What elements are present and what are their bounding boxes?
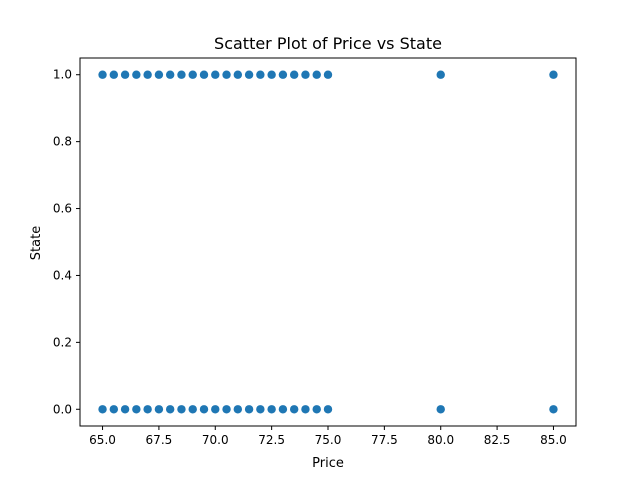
x-tick-label: 67.5 [146, 433, 173, 447]
data-point [132, 405, 141, 414]
x-tick-label: 72.5 [258, 433, 285, 447]
data-point [188, 70, 197, 79]
data-point [211, 405, 220, 414]
data-point [244, 70, 254, 79]
data-point [256, 70, 265, 79]
data-point [312, 405, 321, 414]
data-point [323, 70, 333, 79]
data-point [165, 70, 175, 79]
x-tick-label: 80.0 [427, 433, 454, 447]
data-point [233, 70, 243, 79]
data-point [244, 405, 254, 414]
data-point [323, 405, 333, 414]
data-point [549, 70, 558, 79]
y-tick-label: 1.0 [53, 68, 72, 82]
data-point [222, 405, 231, 414]
plot-frame [79, 57, 577, 427]
data-point [120, 70, 130, 79]
data-point [98, 70, 107, 79]
data-point [109, 405, 119, 414]
data-point [549, 405, 558, 414]
data-point [120, 405, 130, 414]
data-point [98, 405, 107, 414]
data-point [436, 405, 445, 414]
x-axis-label: Price [312, 456, 344, 471]
points-layer [98, 70, 558, 414]
x-tick-label: 70.0 [202, 433, 229, 447]
x-tick-label: 65.0 [89, 433, 116, 447]
data-point [199, 405, 209, 414]
data-point [278, 405, 288, 414]
data-point [177, 70, 186, 79]
data-point [301, 405, 310, 414]
data-point [199, 70, 209, 79]
data-point [143, 405, 152, 414]
x-tick-label: 85.0 [540, 433, 567, 447]
data-point [278, 70, 288, 79]
data-point [154, 70, 164, 79]
data-point [177, 405, 186, 414]
data-point [109, 70, 119, 79]
data-point [222, 70, 231, 79]
y-tick-label: 0.4 [53, 268, 72, 282]
y-axis-label: State [29, 226, 44, 260]
data-point [267, 405, 276, 414]
data-point [188, 405, 197, 414]
y-tick-label: 0.2 [53, 335, 72, 349]
data-point [165, 405, 175, 414]
data-point [289, 405, 299, 414]
y-tick-label: 0.6 [53, 202, 72, 216]
data-point [289, 70, 299, 79]
chart-title: Scatter Plot of Price vs State [214, 34, 442, 53]
data-point [233, 405, 243, 414]
y-tick-label: 0.0 [53, 402, 72, 416]
data-point [256, 405, 265, 414]
x-tick-label: 77.5 [371, 433, 398, 447]
ticks-layer: 65.0 67.5 70.0 72.5 75.0 77.5 80.0 82.5 85.0 0.0 0… [53, 68, 567, 447]
x-tick-label: 75.0 [315, 433, 342, 447]
data-point [211, 70, 220, 79]
data-point [436, 70, 445, 79]
data-point [267, 70, 276, 79]
data-point [143, 70, 152, 79]
data-point [301, 70, 310, 79]
x-tick-label: 82.5 [484, 433, 511, 447]
data-point [312, 70, 321, 79]
y-tick-label: 0.8 [53, 135, 72, 149]
data-point [154, 405, 164, 414]
data-point [132, 70, 141, 79]
